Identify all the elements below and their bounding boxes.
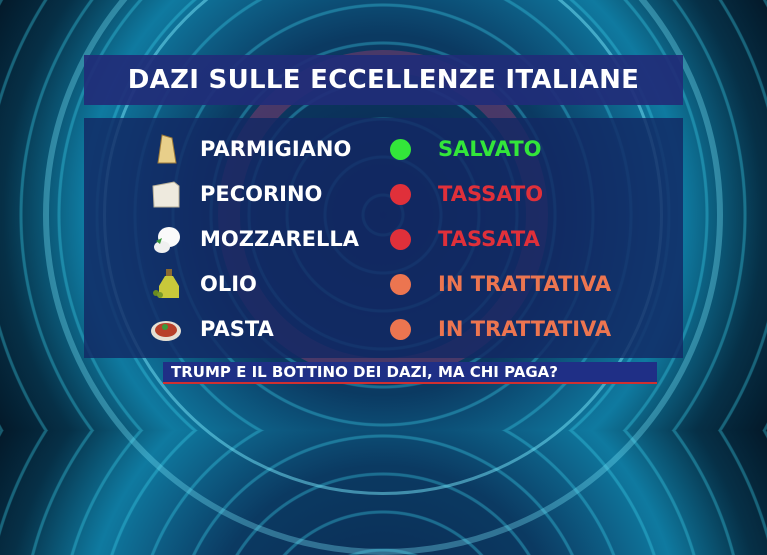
olive-oil-icon: [153, 269, 179, 298]
item-name: PECORINO: [200, 182, 323, 206]
title-bar: DAZI SULLE ECCELLENZE ITALIANE: [84, 55, 683, 105]
item-status: IN TRATTATIVA: [438, 317, 612, 341]
pecorino-icon: [152, 181, 180, 208]
status-dot: [390, 274, 411, 295]
item-name: OLIO: [200, 272, 257, 296]
news-ticker: TRUMP E IL BOTTINO DEI DAZI, MA CHI PAGA…: [163, 362, 657, 384]
title: DAZI SULLE ECCELLENZE ITALIANE: [127, 65, 640, 95]
list-item: MOZZARELLA TASSATA: [84, 219, 683, 259]
list-item: PECORINO TASSATO: [84, 174, 683, 214]
list-item: PARMIGIANO SALVATO: [84, 129, 683, 169]
item-status: TASSATO: [438, 182, 544, 206]
items-panel: PARMIGIANO SALVATO PECORINO TASSATO MOZZ…: [84, 118, 683, 358]
list-item: PASTA IN TRATTATIVA: [84, 309, 683, 349]
item-name: MOZZARELLA: [200, 227, 359, 251]
status-dot: [390, 184, 411, 205]
status-dot: [390, 139, 411, 160]
item-status: SALVATO: [438, 137, 542, 161]
mozzarella-icon: [154, 227, 180, 253]
item-status: TASSATA: [438, 227, 540, 251]
item-name: PARMIGIANO: [200, 137, 352, 161]
list-item: OLIO IN TRATTATIVA: [84, 264, 683, 304]
item-status: IN TRATTATIVA: [438, 272, 612, 296]
status-dot: [390, 229, 411, 250]
status-dot: [390, 319, 411, 340]
item-name: PASTA: [200, 317, 274, 341]
pasta-icon: [151, 321, 181, 341]
parmesan-icon: [157, 134, 177, 164]
